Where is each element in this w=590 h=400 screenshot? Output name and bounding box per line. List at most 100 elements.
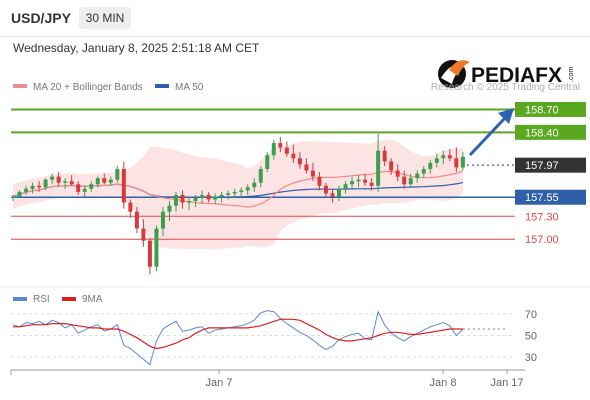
candle-body — [252, 182, 257, 188]
candle — [284, 141, 289, 157]
candle — [363, 173, 368, 186]
candle-body — [337, 188, 341, 197]
rsi-tick-label: 30 — [525, 352, 537, 364]
candle-body — [82, 188, 87, 192]
candle — [11, 194, 15, 202]
candle — [24, 185, 29, 195]
candle-body — [271, 143, 276, 156]
legend-rsi-label: RSI — [33, 294, 50, 305]
candle-body — [95, 178, 100, 185]
candle — [43, 178, 48, 191]
candle — [271, 139, 276, 160]
rsi-ma9-line — [13, 318, 463, 350]
level-label: 157.00 — [525, 234, 559, 246]
candle-body — [213, 196, 218, 200]
candle — [134, 207, 139, 234]
level-label: 157.55 — [525, 192, 559, 204]
level-label: 158.40 — [525, 127, 559, 139]
candle-body — [226, 193, 231, 195]
candle — [213, 193, 218, 205]
candle — [434, 153, 439, 168]
candle-body — [402, 176, 407, 185]
time-tick-label: Jan 7 — [206, 377, 233, 389]
candle-body — [258, 168, 263, 183]
candle-body — [330, 193, 335, 197]
level-label-box — [515, 124, 586, 140]
candle-body — [284, 147, 289, 154]
candle-body — [428, 162, 433, 169]
candle-body — [193, 197, 198, 202]
candle-body — [454, 158, 459, 168]
candle-body — [69, 181, 74, 185]
candle — [330, 188, 335, 203]
level-label-box — [515, 189, 586, 205]
rsi-line — [12, 310, 464, 366]
target-arrow-head-icon — [498, 108, 514, 124]
candle-body — [63, 181, 68, 183]
candle — [206, 191, 211, 203]
candle — [89, 181, 94, 192]
legend-rsi-swatch — [13, 297, 27, 301]
candle-body — [180, 194, 185, 203]
timeframe-button[interactable]: 30 MIN — [79, 7, 131, 29]
candle-body — [160, 211, 165, 229]
candle-body — [200, 194, 205, 198]
candle-body — [239, 190, 244, 192]
candle — [343, 181, 348, 194]
candle — [82, 185, 87, 197]
candle — [428, 159, 433, 174]
target-arrow — [468, 108, 514, 157]
candle-body — [108, 179, 113, 183]
candle — [350, 176, 355, 189]
level-label: 158.70 — [525, 104, 559, 116]
candle-body — [323, 185, 328, 194]
candle — [95, 176, 100, 188]
candle — [245, 184, 250, 195]
candle — [37, 181, 42, 192]
bollinger-band — [13, 139, 463, 250]
candle — [167, 201, 172, 221]
candle — [278, 136, 283, 153]
candle — [323, 182, 328, 198]
candle-body — [389, 161, 394, 171]
candle — [395, 164, 400, 182]
candle-body — [317, 176, 322, 186]
time-tick-label: Jan 8 — [430, 377, 457, 389]
candle — [460, 152, 465, 171]
candle-body — [134, 211, 139, 229]
legend-ma50-label: MA 50 — [175, 82, 204, 93]
candle-body — [421, 168, 426, 174]
candle — [226, 190, 231, 200]
candle — [441, 150, 446, 165]
candle-body — [121, 168, 126, 203]
candle-body — [297, 158, 302, 165]
candle-body — [343, 184, 348, 189]
level-label-box — [515, 101, 586, 117]
candle-body — [350, 181, 355, 185]
candle — [252, 178, 257, 192]
candle-body — [174, 194, 178, 206]
candle-body — [154, 228, 159, 267]
candle-body — [147, 240, 152, 267]
candle — [369, 178, 374, 191]
logo-flame-icon — [449, 60, 470, 76]
level-label: 157.97 — [525, 160, 559, 172]
pediafx-logo: PEDIAFX .com — [438, 60, 575, 88]
candle — [219, 191, 224, 203]
candle — [193, 194, 198, 208]
timestamp-label: Wednesday, January 8, 2025 2:51:18 AM CE… — [13, 41, 260, 55]
candle-body — [376, 150, 381, 186]
candle-body — [460, 156, 465, 168]
candle — [389, 158, 394, 176]
candle-body — [408, 178, 413, 185]
candle — [50, 173, 55, 185]
candle — [415, 170, 420, 183]
copyright-text: Research © 2025 Trading Central — [431, 82, 580, 93]
legend-ma9-label: 9MA — [82, 294, 103, 305]
candle — [56, 172, 61, 186]
candle — [17, 190, 22, 198]
candle-body — [278, 143, 283, 148]
candle-body — [206, 194, 211, 200]
header-bar: USD/JPY 30 MIN — [0, 0, 590, 37]
